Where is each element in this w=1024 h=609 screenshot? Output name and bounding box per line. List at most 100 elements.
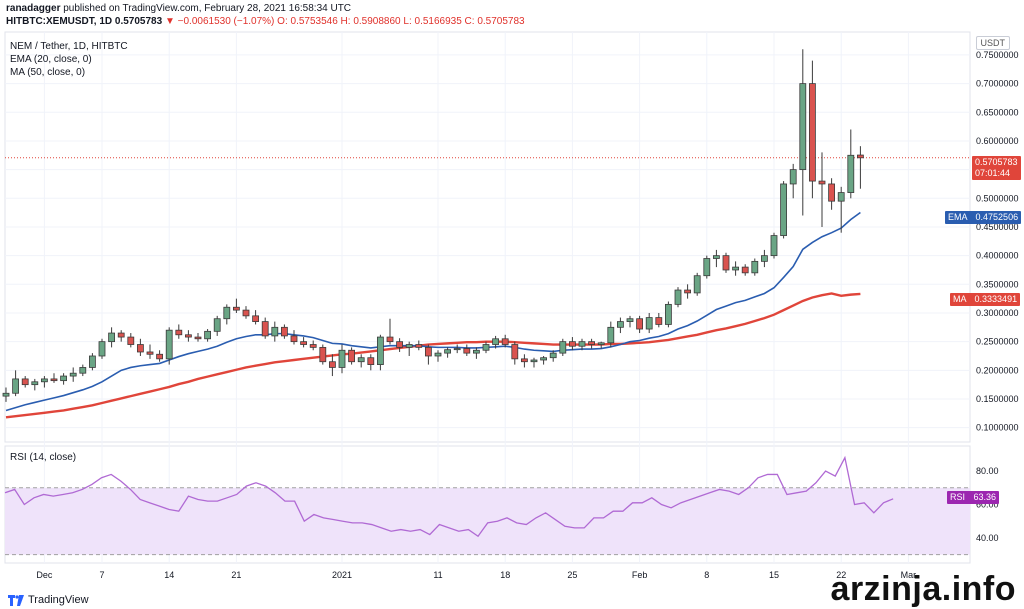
- candle-body: [223, 306, 231, 320]
- candle[interactable]: [713, 249, 720, 268]
- candle-body: [809, 83, 816, 182]
- candle[interactable]: [453, 344, 461, 354]
- candle[interactable]: [127, 333, 135, 348]
- candle[interactable]: [472, 347, 480, 359]
- candle[interactable]: [559, 338, 567, 356]
- candle[interactable]: [300, 337, 308, 348]
- candle[interactable]: [693, 272, 701, 296]
- candle[interactable]: [751, 258, 759, 276]
- candle[interactable]: [223, 304, 231, 325]
- candle[interactable]: [319, 344, 327, 365]
- candle[interactable]: [636, 315, 643, 334]
- candle[interactable]: [770, 232, 778, 259]
- candle[interactable]: [60, 373, 67, 385]
- candle[interactable]: [597, 341, 605, 349]
- candle[interactable]: [242, 306, 250, 319]
- candle[interactable]: [492, 335, 500, 349]
- candle-body: [242, 309, 250, 317]
- candle[interactable]: [41, 376, 48, 388]
- candle[interactable]: [98, 338, 106, 359]
- candle[interactable]: [645, 312, 653, 334]
- candle[interactable]: [665, 301, 672, 328]
- candle[interactable]: [415, 340, 423, 351]
- candle[interactable]: [569, 337, 576, 351]
- candle[interactable]: [50, 373, 58, 383]
- candle[interactable]: [396, 338, 404, 352]
- candle[interactable]: [424, 344, 432, 365]
- publisher-name[interactable]: ranadagger: [6, 3, 61, 14]
- candle[interactable]: [482, 341, 490, 354]
- candle[interactable]: [655, 312, 663, 328]
- candle[interactable]: [328, 354, 336, 377]
- candle[interactable]: [165, 327, 173, 365]
- candle[interactable]: [367, 354, 375, 371]
- candle[interactable]: [761, 249, 768, 268]
- candle[interactable]: [2, 387, 10, 402]
- candle[interactable]: [405, 341, 413, 356]
- candle[interactable]: [232, 298, 240, 313]
- candle[interactable]: [348, 347, 356, 365]
- candle[interactable]: [252, 310, 260, 325]
- candle[interactable]: [79, 364, 87, 377]
- candle[interactable]: [809, 60, 816, 199]
- candle[interactable]: [684, 284, 691, 299]
- candle[interactable]: [338, 344, 346, 374]
- candle[interactable]: [607, 321, 615, 348]
- candle[interactable]: [31, 378, 39, 391]
- candle[interactable]: [511, 341, 519, 365]
- candle[interactable]: [847, 129, 855, 199]
- candle[interactable]: [357, 354, 365, 368]
- candle[interactable]: [626, 315, 634, 328]
- candle[interactable]: [376, 334, 384, 371]
- candle[interactable]: [549, 350, 557, 362]
- candle[interactable]: [588, 338, 595, 349]
- candle[interactable]: [290, 330, 298, 345]
- candle[interactable]: [780, 181, 787, 239]
- candle[interactable]: [828, 178, 835, 210]
- candle[interactable]: [386, 318, 394, 345]
- candle-body: [213, 318, 221, 332]
- candle[interactable]: [578, 338, 586, 351]
- candle[interactable]: [722, 252, 730, 273]
- candle[interactable]: [857, 146, 864, 189]
- candle[interactable]: [521, 354, 528, 368]
- candle[interactable]: [463, 344, 471, 356]
- candle[interactable]: [837, 186, 845, 233]
- candle[interactable]: [617, 317, 624, 334]
- candle[interactable]: [117, 330, 125, 342]
- candle[interactable]: [194, 333, 202, 342]
- candle[interactable]: [108, 327, 115, 348]
- candle[interactable]: [261, 317, 269, 339]
- candle[interactable]: [21, 376, 29, 388]
- candle[interactable]: [69, 367, 77, 382]
- candle[interactable]: [530, 357, 538, 368]
- candle[interactable]: [540, 355, 547, 365]
- candle-body: [741, 266, 749, 274]
- candle[interactable]: [434, 350, 442, 362]
- candle[interactable]: [444, 347, 452, 358]
- candle[interactable]: [703, 255, 711, 279]
- candle[interactable]: [732, 261, 739, 276]
- candle[interactable]: [146, 344, 154, 359]
- currency-selector[interactable]: USDT: [975, 36, 1010, 50]
- candle[interactable]: [280, 324, 288, 339]
- candle[interactable]: [89, 353, 96, 371]
- candle[interactable]: [674, 287, 682, 308]
- candle[interactable]: [136, 338, 144, 356]
- candle[interactable]: [271, 321, 279, 342]
- candle[interactable]: [789, 163, 797, 199]
- candle[interactable]: [213, 315, 221, 336]
- candle[interactable]: [799, 49, 807, 216]
- candle[interactable]: [501, 334, 509, 348]
- candle[interactable]: [156, 350, 164, 362]
- candle[interactable]: [204, 329, 212, 342]
- candle[interactable]: [741, 264, 749, 276]
- candle[interactable]: [175, 324, 183, 339]
- candle[interactable]: [12, 370, 20, 397]
- candle[interactable]: [309, 340, 317, 351]
- candle[interactable]: [184, 330, 192, 342]
- candle-body: [252, 315, 260, 322]
- candle[interactable]: [818, 152, 826, 227]
- tradingview-footer[interactable]: TradingView: [8, 594, 89, 606]
